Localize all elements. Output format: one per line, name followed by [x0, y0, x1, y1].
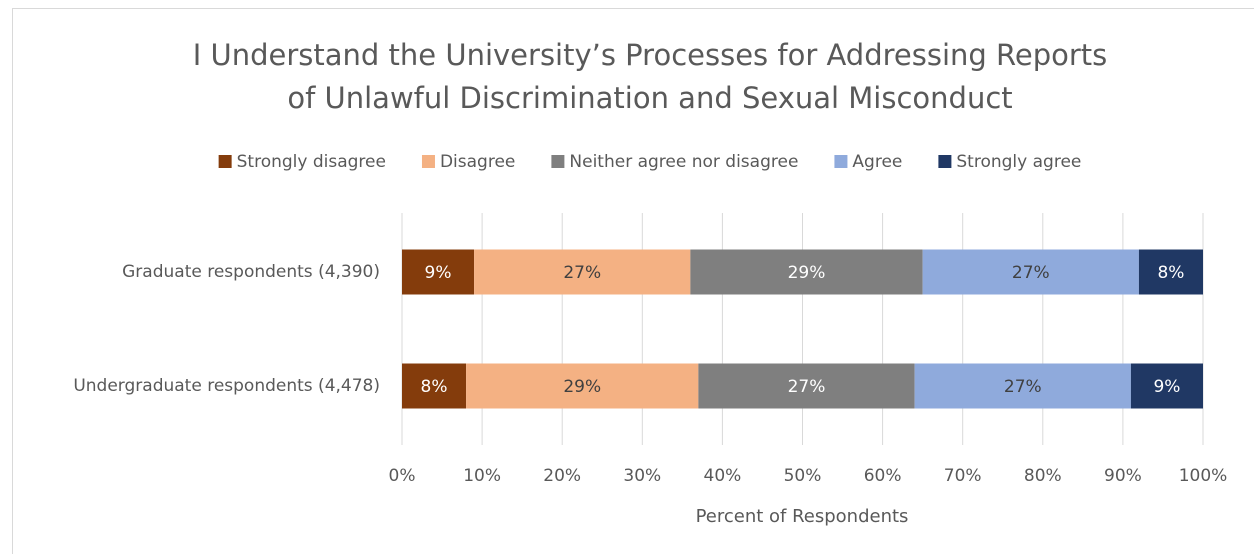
bar-segment [474, 249, 691, 295]
legend-swatch [834, 155, 848, 168]
chart-title: I Understand the University’s Processes … [193, 38, 1108, 72]
legend-swatch [938, 155, 952, 168]
legend-label: Strongly agree [956, 152, 1081, 172]
legend-label: Neither agree nor disagree [569, 152, 798, 172]
x-tick-label: 80% [1024, 466, 1062, 486]
x-tick-label: 60% [864, 466, 902, 486]
data-label: 29% [563, 377, 601, 397]
data-label: 29% [788, 263, 826, 283]
x-tick-label: 0% [389, 466, 416, 486]
x-tick-label: 70% [944, 466, 982, 486]
data-label: 9% [1153, 377, 1180, 397]
x-tick-label: 90% [1104, 466, 1142, 486]
chart-title: of Unlawful Discrimination and Sexual Mi… [287, 81, 1012, 115]
data-label: 27% [563, 263, 601, 283]
bar-segment [402, 249, 475, 295]
bar-segment [1138, 249, 1203, 295]
y-tick-label: Undergraduate respondents (4,478) [73, 376, 380, 396]
bar-segment [466, 363, 699, 409]
bar-segment [690, 249, 923, 295]
data-label: 9% [425, 263, 452, 283]
y-tick-label: Graduate respondents (4,390) [122, 262, 380, 282]
bar-segment [1130, 363, 1203, 409]
legend-swatch [218, 155, 232, 168]
x-tick-label: 100% [1179, 466, 1228, 486]
bar-segment [698, 363, 915, 409]
x-tick-label: 20% [543, 466, 581, 486]
data-label: 27% [1004, 377, 1042, 397]
bar-segment [402, 363, 467, 409]
x-tick-label: 10% [463, 466, 501, 486]
legend-label: Agree [852, 152, 902, 172]
x-tick-label: 50% [784, 466, 822, 486]
legend-swatch [551, 155, 565, 168]
data-label: 8% [1157, 263, 1184, 283]
x-tick-label: 30% [623, 466, 661, 486]
bar-segment [914, 363, 1131, 409]
legend-swatch [421, 155, 435, 168]
data-label: 27% [1012, 263, 1050, 283]
x-axis-title: Percent of Respondents [696, 506, 909, 527]
data-label: 8% [421, 377, 448, 397]
legend-label: Strongly disagree [237, 152, 386, 172]
data-label: 27% [788, 377, 826, 397]
legend-label: Disagree [440, 152, 515, 172]
bar-segment [922, 249, 1139, 295]
x-tick-label: 40% [704, 466, 742, 486]
